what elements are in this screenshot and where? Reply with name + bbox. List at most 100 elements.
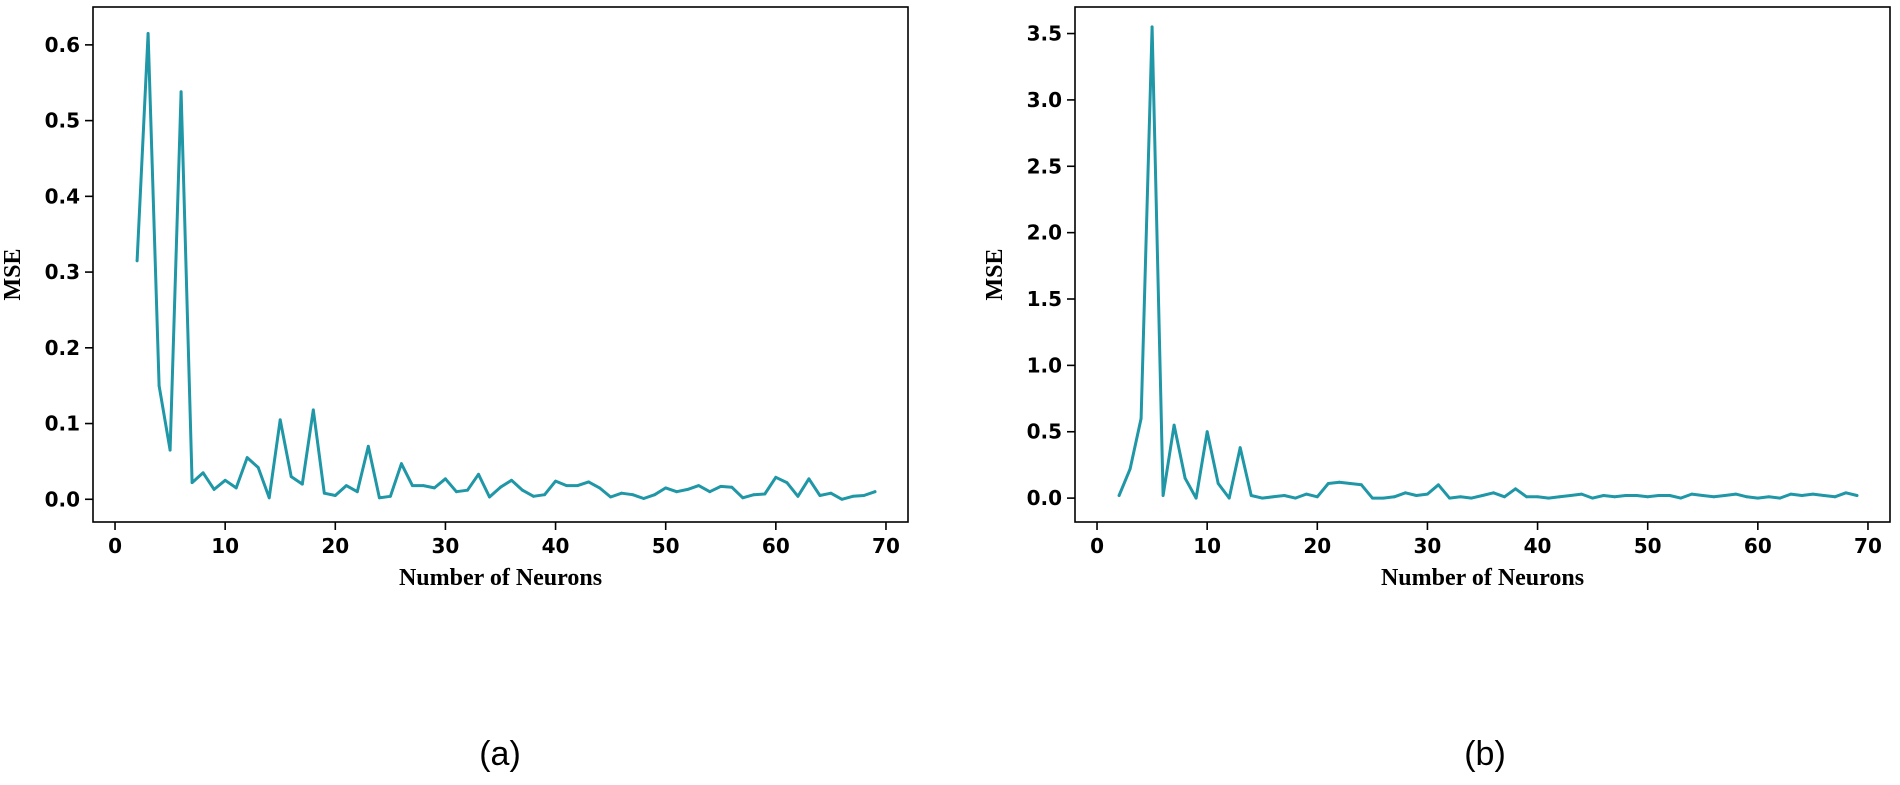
data-point	[1558, 495, 1561, 499]
y-tick-label: 3.5	[1027, 22, 1062, 46]
data-point	[1525, 495, 1528, 499]
data-point	[278, 418, 282, 422]
data-point	[499, 485, 502, 489]
data-point	[1315, 495, 1319, 499]
y-tick-label: 2.0	[1027, 221, 1062, 245]
data-point	[267, 496, 271, 500]
data-point	[135, 259, 139, 263]
data-point	[1635, 494, 1639, 497]
x-tick-label: 30	[1414, 534, 1442, 558]
data-point	[433, 486, 436, 490]
data-point	[1646, 495, 1650, 499]
data-point	[1844, 491, 1848, 495]
data-point	[1569, 494, 1572, 497]
data-point	[1767, 495, 1771, 499]
data-point	[818, 494, 822, 497]
data-point	[1459, 495, 1462, 499]
data-point	[168, 448, 172, 452]
data-point	[730, 485, 734, 489]
x-tick-label: 20	[321, 534, 349, 558]
data-point	[488, 495, 491, 499]
data-point	[719, 485, 723, 488]
data-point	[587, 480, 590, 484]
data-point	[1437, 483, 1440, 487]
data-point	[1481, 494, 1484, 497]
data-point	[1712, 495, 1716, 499]
data-point	[543, 493, 546, 497]
data-point	[1690, 492, 1694, 496]
y-tick-label: 3.0	[1027, 88, 1062, 112]
data-point	[1547, 496, 1550, 500]
data-point	[620, 491, 623, 495]
data-point	[1745, 495, 1749, 499]
data-point	[1778, 496, 1782, 500]
data-point	[686, 488, 690, 491]
chart-panel-b: 0 10 20 30 40 50 60 70 0.0 0.5 1.0 1.5 2.0 2.5 3.0 3.5 N…	[982, 6, 1891, 773]
y-tick-label: 0.6	[45, 33, 80, 57]
plot-frame	[1074, 6, 1891, 523]
data-point	[1723, 494, 1727, 497]
data-point	[1800, 494, 1804, 497]
data-point	[1348, 482, 1352, 485]
data-point	[1855, 494, 1859, 497]
data-point	[1139, 417, 1143, 420]
plot-frame	[92, 6, 909, 523]
x-tick-label: 60	[762, 534, 790, 558]
chart-panel-a: 0 10 20 30 40 50 60 70 0.0 0.1 0.2 0.3 0.4 0.5 0.6 Numb…	[0, 6, 909, 773]
data-point	[554, 479, 557, 483]
data-point	[642, 497, 646, 500]
data-point	[212, 488, 216, 491]
data-point	[1194, 496, 1198, 500]
data-point	[807, 477, 811, 481]
y-axis-title: MSE	[0, 248, 26, 300]
data-point	[245, 456, 249, 459]
y-tick-label: 0.1	[45, 412, 80, 436]
data-point	[223, 478, 227, 482]
data-point	[840, 497, 844, 501]
data-point	[389, 494, 392, 498]
data-point	[785, 481, 789, 484]
data-point	[422, 484, 425, 487]
data-point	[873, 490, 877, 494]
y-tick-label: 0.0	[1027, 486, 1062, 510]
data-point	[1470, 496, 1473, 500]
data-point	[829, 491, 833, 495]
data-point	[1117, 494, 1121, 497]
y-tick-label: 2.5	[1027, 154, 1062, 178]
x-tick-label: 50	[652, 534, 680, 558]
data-point	[201, 471, 205, 475]
data-point	[1822, 494, 1826, 497]
series-line	[135, 32, 877, 501]
data-point	[1293, 496, 1297, 500]
data-point	[1282, 494, 1286, 497]
data-point	[1415, 494, 1418, 497]
x-tick-label: 0	[108, 534, 122, 558]
data-point	[190, 481, 194, 484]
data-point	[1205, 430, 1209, 434]
data-point	[355, 490, 359, 494]
y-tick-label: 0.3	[45, 260, 80, 284]
data-point	[532, 494, 535, 498]
data-point	[675, 490, 679, 494]
x-tick-label: 70	[872, 534, 900, 558]
data-point	[1789, 492, 1793, 496]
data-point	[1536, 495, 1539, 499]
data-point	[521, 488, 524, 492]
data-point	[752, 493, 756, 497]
data-point	[763, 492, 767, 496]
data-point	[1128, 467, 1132, 471]
data-point	[1613, 495, 1617, 499]
data-point	[1393, 495, 1396, 499]
data-point	[411, 484, 414, 487]
panel-label: (a)	[479, 735, 521, 773]
data-point	[1756, 496, 1760, 500]
data-point	[1183, 476, 1187, 480]
data-point	[1304, 492, 1308, 496]
x-tick-label: 40	[1524, 534, 1552, 558]
data-point	[300, 482, 304, 486]
data-point	[444, 477, 447, 481]
data-point	[1448, 496, 1451, 500]
data-point	[1811, 492, 1815, 496]
data-point	[1271, 495, 1275, 499]
